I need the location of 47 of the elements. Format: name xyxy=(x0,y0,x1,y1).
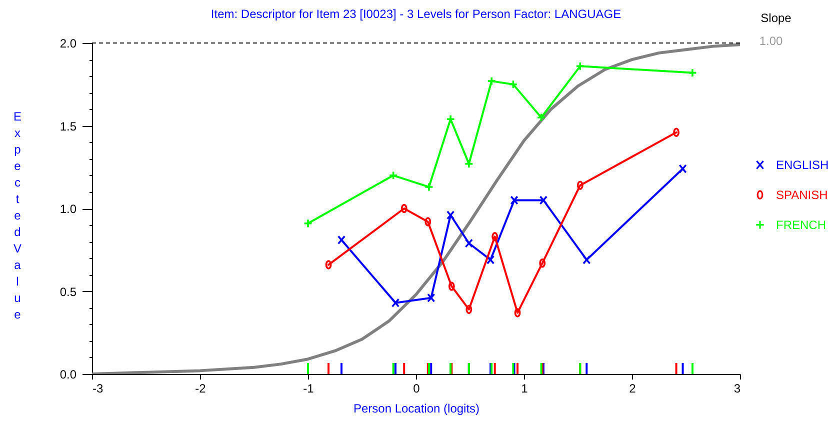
y-tick-label: 2.0 xyxy=(60,36,77,50)
point xyxy=(492,232,498,242)
point xyxy=(427,293,436,302)
point xyxy=(400,204,408,214)
point xyxy=(510,196,518,205)
x-tick-label: 0 xyxy=(413,382,420,396)
point xyxy=(424,217,432,226)
point xyxy=(325,260,332,270)
x-tick-label: -1 xyxy=(303,382,314,396)
point xyxy=(486,76,496,86)
point xyxy=(576,180,584,190)
point xyxy=(582,255,591,264)
point xyxy=(464,238,473,248)
point xyxy=(446,114,456,124)
legend-label: ENGLISH xyxy=(776,158,829,172)
x-tick-label: -3 xyxy=(92,382,104,396)
point xyxy=(466,304,472,314)
point xyxy=(464,159,474,168)
x-tick-label: -2 xyxy=(195,382,206,396)
point xyxy=(391,298,400,308)
point xyxy=(448,282,455,291)
y-tick-label: 1.0 xyxy=(60,202,77,216)
y-tick-label: 0.5 xyxy=(60,284,77,299)
point xyxy=(337,235,346,245)
point xyxy=(508,80,518,89)
point xyxy=(536,112,546,122)
point xyxy=(514,308,521,318)
point xyxy=(424,182,434,192)
y-tick-label: 0.0 xyxy=(60,368,77,382)
legend-label: FRENCH xyxy=(776,218,826,232)
point xyxy=(539,196,548,205)
legend-label: SPANISH xyxy=(776,188,828,202)
x-tick-label: 3 xyxy=(734,382,741,396)
x-tick-label: 2 xyxy=(629,382,636,396)
x-tick-label: 1 xyxy=(521,382,528,396)
text: 1.00 xyxy=(759,34,783,48)
point xyxy=(446,210,455,220)
point xyxy=(539,258,546,268)
point xyxy=(678,164,687,174)
y-tick-label: 1.5 xyxy=(60,119,77,134)
chart-title: Item: Descriptor for Item 23 [I0023] - 3 Levels for Person Factor: LANGUAGE xyxy=(210,7,622,21)
text: Slope xyxy=(760,11,792,25)
point xyxy=(486,255,495,264)
text: Expected Value xyxy=(13,110,22,322)
point xyxy=(576,62,585,71)
point xyxy=(388,170,398,180)
x-axis-title: Person Location (logits) xyxy=(353,402,480,416)
